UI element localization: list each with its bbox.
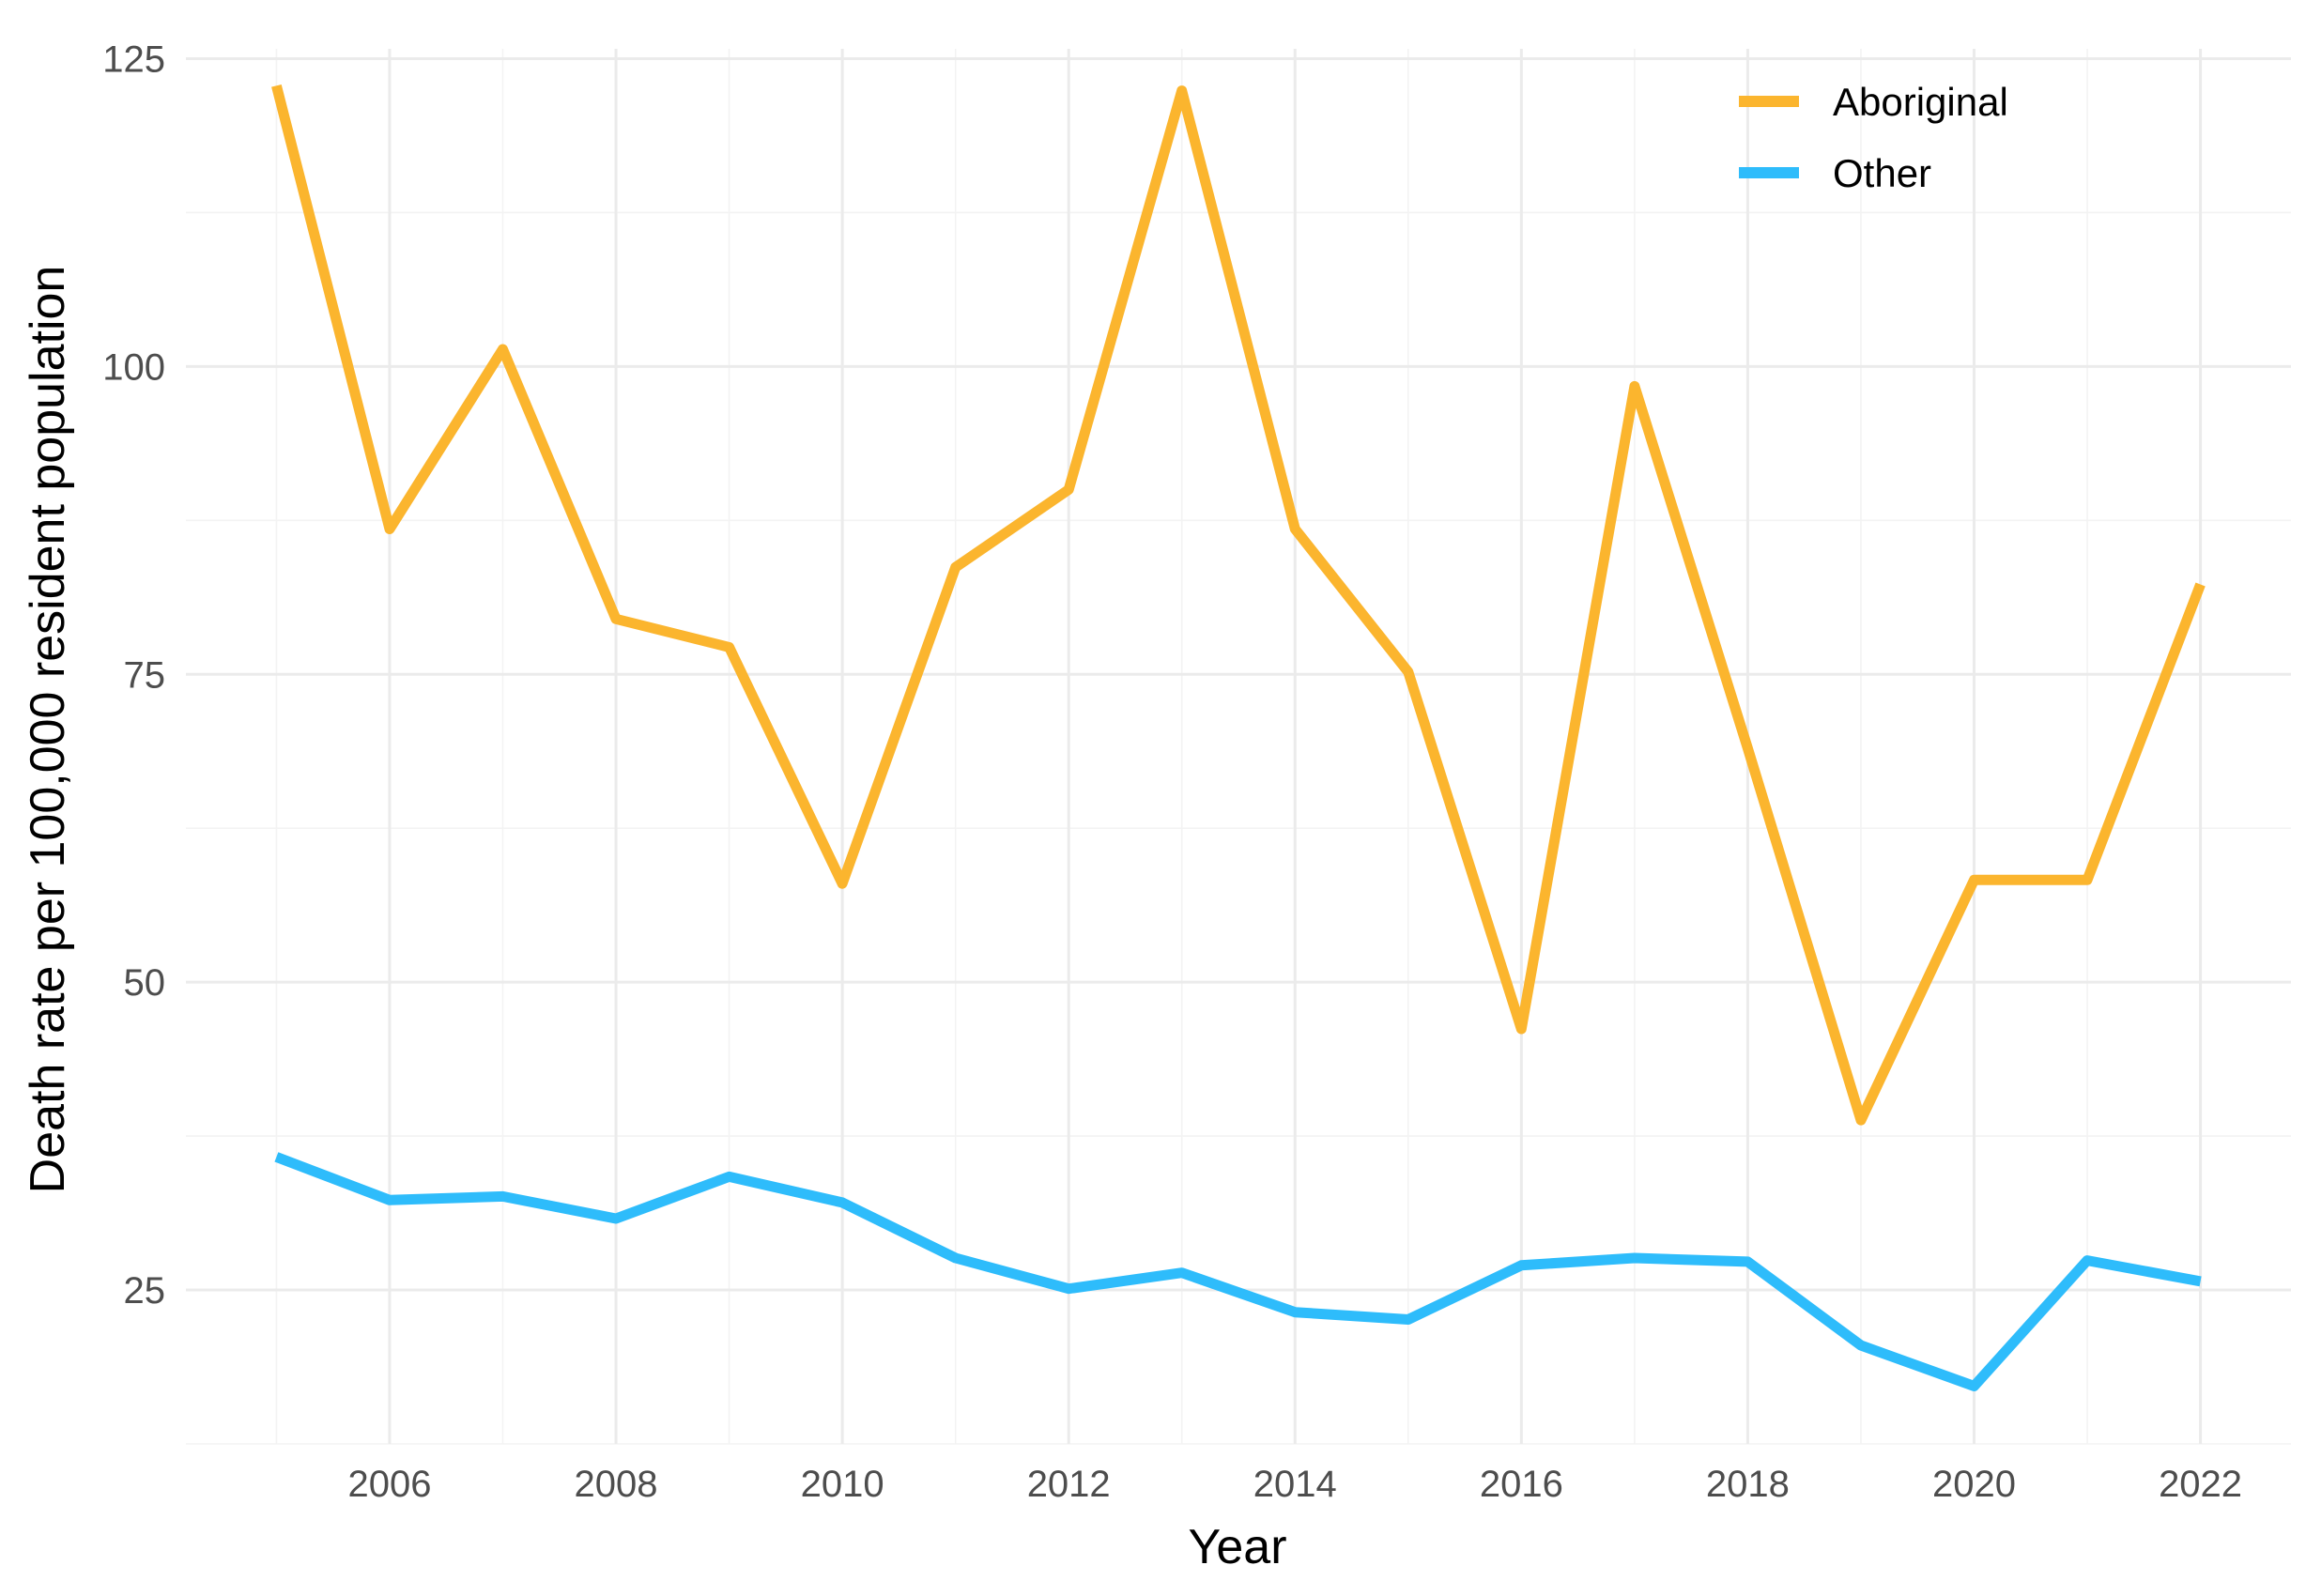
series-line-other — [274, 1152, 2202, 1391]
x-tick-label: 2022 — [2159, 1464, 2242, 1505]
legend: Aboriginal Other — [1739, 80, 2008, 195]
x-tick-label: 2008 — [575, 1464, 658, 1505]
grid — [186, 49, 2291, 1445]
x-tick-label: 2014 — [1253, 1464, 1337, 1505]
legend-label-other: Other — [1833, 151, 1931, 195]
series-layer — [271, 84, 2206, 1391]
y-tick-label: 25 — [124, 1270, 166, 1312]
x-axis-ticks: 2006 2008 2010 2012 2014 2016 2018 2020 2022 — [347, 1464, 2242, 1505]
x-tick-label: 2016 — [1480, 1464, 1563, 1505]
y-axis-title: Death rate per 100,000 resident populati… — [21, 266, 75, 1194]
x-tick-label: 2012 — [1027, 1464, 1111, 1505]
x-tick-label: 2020 — [1932, 1464, 2016, 1505]
x-tick-label: 2006 — [347, 1464, 431, 1505]
y-tick-label: 75 — [124, 654, 166, 696]
y-tick-label: 100 — [102, 346, 165, 388]
y-axis-ticks: 25 50 75 100 125 — [102, 38, 165, 1312]
x-axis-title: Year — [1188, 1520, 1286, 1574]
legend-label-aboriginal: Aboriginal — [1833, 80, 2008, 124]
series-line-aboriginal — [271, 84, 2206, 1126]
y-tick-label: 125 — [102, 38, 165, 80]
x-tick-label: 2010 — [801, 1464, 884, 1505]
y-tick-label: 50 — [124, 962, 166, 1004]
x-tick-label: 2018 — [1706, 1464, 1790, 1505]
